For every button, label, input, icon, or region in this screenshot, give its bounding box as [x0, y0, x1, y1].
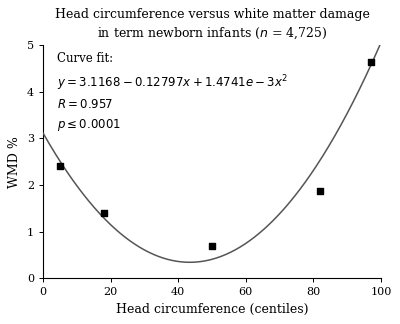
Point: [57, 164, 63, 169]
Point: [368, 59, 374, 64]
Text: Curve fit:
$y = 3.1168 - 0.12797x + 1.4741e - 3x^2$
$R = 0.957$
$p \leq 0.0001$: Curve fit: $y = 3.1168 - 0.12797x + 1.47…: [56, 52, 288, 133]
Point: [101, 210, 107, 215]
Point: [209, 243, 215, 248]
Y-axis label: WMD %: WMD %: [8, 136, 21, 188]
X-axis label: Head circumference (centiles): Head circumference (centiles): [116, 303, 308, 316]
Title: Head circumference versus white matter damage
in term newborn infants ($n$ = 4,7: Head circumference versus white matter d…: [54, 8, 370, 41]
Point: [317, 188, 323, 193]
